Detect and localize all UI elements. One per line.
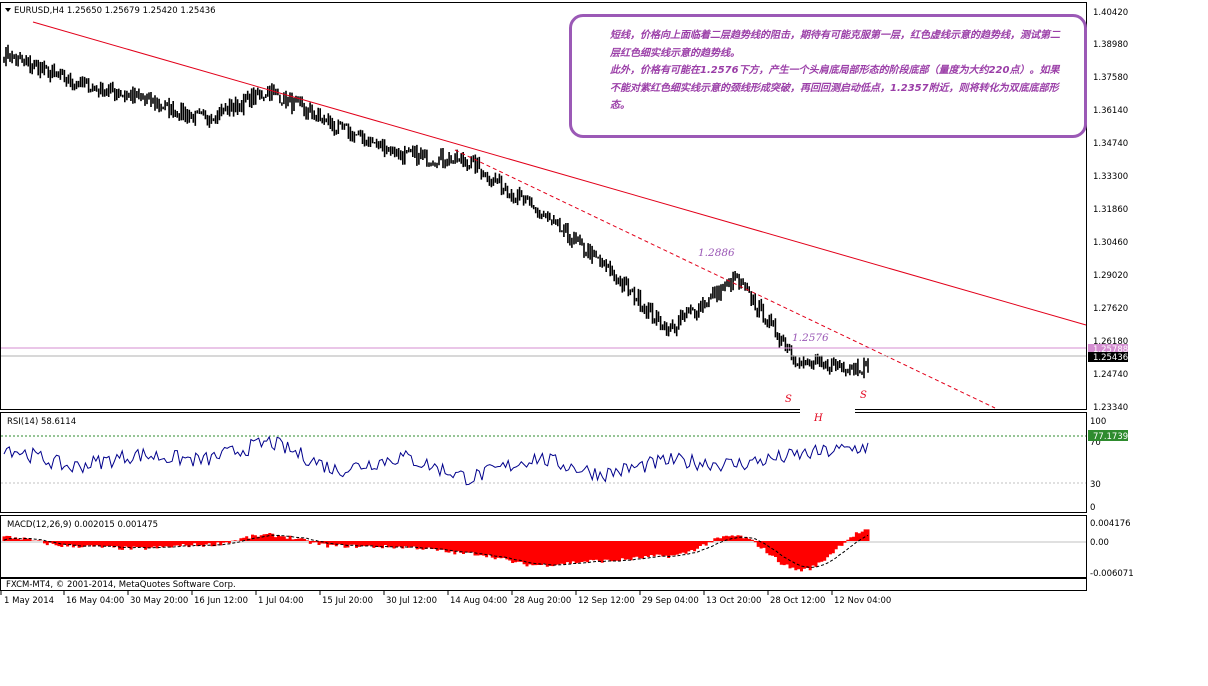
note-paragraph: 此外，价格有可能在1.2576下方，产生一个头肩底局部形态的阶段底部（量度为大约…: [610, 65, 1060, 111]
price-tick: 1.33300: [1093, 172, 1128, 182]
time-tick: 28 Aug 20:00: [514, 596, 571, 606]
trendline-dashed[interactable]: [454, 149, 996, 409]
time-tick: 14 Aug 04:00: [450, 596, 507, 606]
price-tick: 1.37580: [1093, 73, 1128, 83]
price-tick: 1.34740: [1093, 139, 1128, 149]
macd-level-label: -0.006071: [1090, 569, 1134, 579]
right-shoulder-label: S: [860, 390, 867, 401]
dropdown-arrow-icon[interactable]: [5, 8, 11, 12]
rsi-value-box: [1088, 430, 1128, 441]
copyright-text: FXCM-MT4, © 2001-2014, MetaQuotes Softwa…: [6, 580, 236, 590]
time-tick: 1 May 2014: [4, 596, 54, 606]
time-tick: 16 May 04:00: [66, 596, 124, 606]
price-tick: 1.29020: [1093, 271, 1128, 281]
head-label: H: [813, 413, 823, 424]
macd-level-label: 0.00: [1090, 538, 1109, 548]
level-label-neck: 1.2576: [792, 332, 829, 344]
level-label-value: 1.25788: [1093, 345, 1128, 355]
time-tick: 16 Jun 12:00: [194, 596, 248, 606]
time-tick: 29 Sep 04:00: [642, 596, 699, 606]
head-label-bg: [800, 408, 855, 424]
price-tick: 1.36140: [1093, 106, 1128, 116]
note-paragraph: 短线，价格向上面临着二层趋势线的阻击，期待有可能克服第一层，红色虚线示意的趋势线…: [610, 30, 1060, 59]
time-tick: 30 Jul 12:00: [386, 596, 437, 606]
left-shoulder-label: S: [785, 394, 792, 405]
price-tick: 1.27620: [1093, 304, 1128, 314]
price-tick: 1.23340: [1093, 403, 1128, 413]
level-label-high: 1.2886: [698, 247, 735, 259]
rsi-title: RSI(14) 58.6114: [7, 417, 76, 427]
rsi-level-label: 30: [1090, 480, 1101, 490]
price-tick: 1.30460: [1093, 238, 1128, 248]
price-bars: [3, 44, 869, 379]
price-tick: 1.40420: [1093, 8, 1128, 18]
trendline-solid[interactable]: [32, 21, 1087, 326]
price-tick: 1.31860: [1093, 205, 1128, 215]
price-tick: 1.38980: [1093, 40, 1128, 50]
status-row: [0, 578, 1087, 591]
analysis-note: 短线，价格向上面临着二层趋势线的阻击，期待有可能克服第一层，红色虚线示意的趋势线…: [569, 14, 1087, 138]
time-tick: 15 Jul 20:00: [322, 596, 373, 606]
bid-label-value: 1.25436: [1093, 353, 1128, 363]
rsi-value: 77.1739: [1093, 432, 1128, 442]
time-tick: 12 Nov 04:00: [834, 596, 891, 606]
rsi-level-label: 70: [1090, 438, 1101, 448]
price-axis: 1.40420 1.38980 1.37580 1.36140 1.34740 …: [1088, 8, 1128, 413]
rsi-panel[interactable]: [0, 412, 1087, 513]
rsi-level-label: 100: [1090, 417, 1106, 427]
time-tick: 1 Jul 04:00: [258, 596, 304, 606]
price-tick: 1.24740: [1093, 370, 1128, 380]
time-tick: 28 Oct 12:00: [770, 596, 825, 606]
bid-label-box: [1088, 352, 1128, 362]
price-tick: 1.26180: [1093, 337, 1128, 347]
macd-bars: [2, 529, 870, 572]
time-tick: 13 Oct 20:00: [706, 596, 761, 606]
rsi-line: [3, 435, 869, 486]
macd-title: MACD(12,26,9) 0.002015 0.001475: [7, 520, 158, 530]
time-tick: 12 Sep 12:00: [578, 596, 635, 606]
macd-signal-line: [3, 534, 869, 569]
macd-histogram: [2, 529, 870, 572]
rsi-level-label: 0: [1090, 503, 1095, 513]
time-axis: 1 May 2014 16 May 04:00 30 May 20:00 16 …: [0, 591, 891, 606]
symbol-info: EURUSD,H4 1.25650 1.25679 1.25420 1.2543…: [14, 6, 216, 16]
price-series: [3, 44, 869, 379]
level-label-box: [1088, 344, 1128, 354]
macd-level-label: 0.004176: [1090, 519, 1131, 529]
time-tick: 30 May 20:00: [130, 596, 188, 606]
